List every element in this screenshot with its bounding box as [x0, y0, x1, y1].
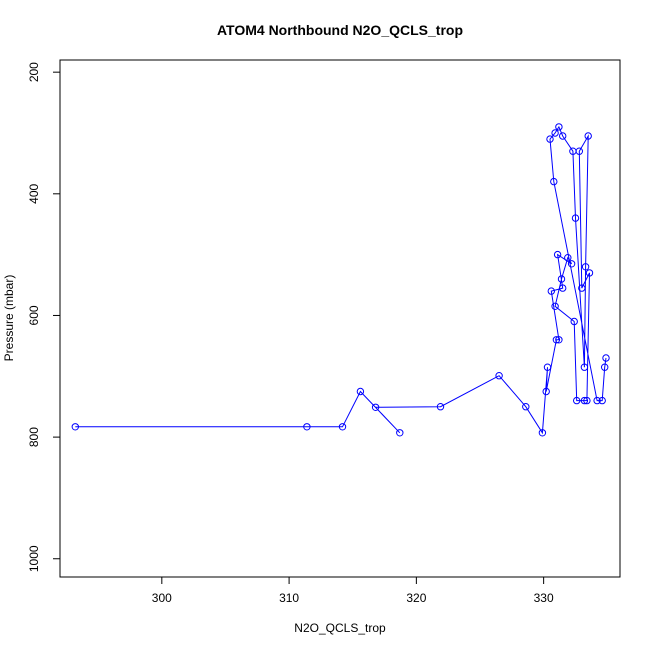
- data-point: [573, 396, 581, 405]
- data-point: [551, 129, 559, 137]
- x-tick-label: 330: [534, 591, 554, 605]
- data-point: [338, 423, 347, 431]
- data-point: [570, 317, 578, 326]
- y-axis: 200 400 600 800 1000: [27, 62, 60, 572]
- data-point: [551, 302, 559, 310]
- data-point: [555, 123, 563, 131]
- y-tick-label: 800: [27, 427, 41, 447]
- y-tick-label: 200: [27, 62, 41, 82]
- y-tick-label: 600: [27, 305, 41, 325]
- data-point: [584, 132, 592, 140]
- data-point: [547, 287, 555, 295]
- data-point: [396, 429, 404, 437]
- data-point: [542, 387, 550, 396]
- data-point: [522, 403, 530, 411]
- data-point: [585, 269, 594, 277]
- x-axis-label: N2O_QCLS_trop: [294, 621, 386, 635]
- data-point: [546, 135, 554, 143]
- series-layer: [71, 123, 610, 437]
- data-point: [602, 354, 610, 362]
- data-point: [553, 250, 562, 259]
- data-point: [580, 363, 589, 371]
- data-point: [356, 387, 365, 396]
- y-axis-label: Pressure (mbar): [2, 275, 16, 362]
- data-point: [571, 214, 580, 222]
- data-point: [569, 147, 577, 155]
- y-tick-label: 1000: [27, 545, 41, 572]
- x-tick-label: 310: [279, 591, 299, 605]
- series-line-0: [75, 125, 607, 435]
- data-point: [557, 275, 566, 283]
- y-tick-label: 400: [27, 183, 41, 203]
- data-point: [71, 423, 80, 431]
- data-point: [555, 336, 563, 344]
- data-point: [559, 284, 567, 292]
- data-point: [567, 260, 576, 268]
- data-point: [543, 363, 552, 371]
- data-point: [550, 177, 558, 186]
- data-point: [436, 403, 445, 411]
- data-point: [581, 263, 590, 271]
- data-point: [559, 132, 567, 140]
- data-point: [552, 336, 561, 344]
- x-axis: 300 310 320 330: [152, 577, 554, 605]
- data-point: [495, 372, 503, 380]
- data-point: [564, 254, 572, 262]
- x-tick-label: 320: [406, 591, 426, 605]
- plot-frame: [59, 59, 621, 578]
- x-tick-label: 300: [152, 591, 172, 605]
- data-point: [601, 363, 609, 371]
- chart-title: ATOM4 Northbound N2O_QCLS_trop: [217, 22, 463, 38]
- data-point: [371, 403, 380, 411]
- data-point: [578, 284, 586, 292]
- data-point: [538, 429, 547, 437]
- data-point: [593, 396, 601, 405]
- data-point: [580, 396, 589, 405]
- data-point: [583, 396, 591, 405]
- data-point: [303, 423, 311, 431]
- data-point: [598, 396, 606, 405]
